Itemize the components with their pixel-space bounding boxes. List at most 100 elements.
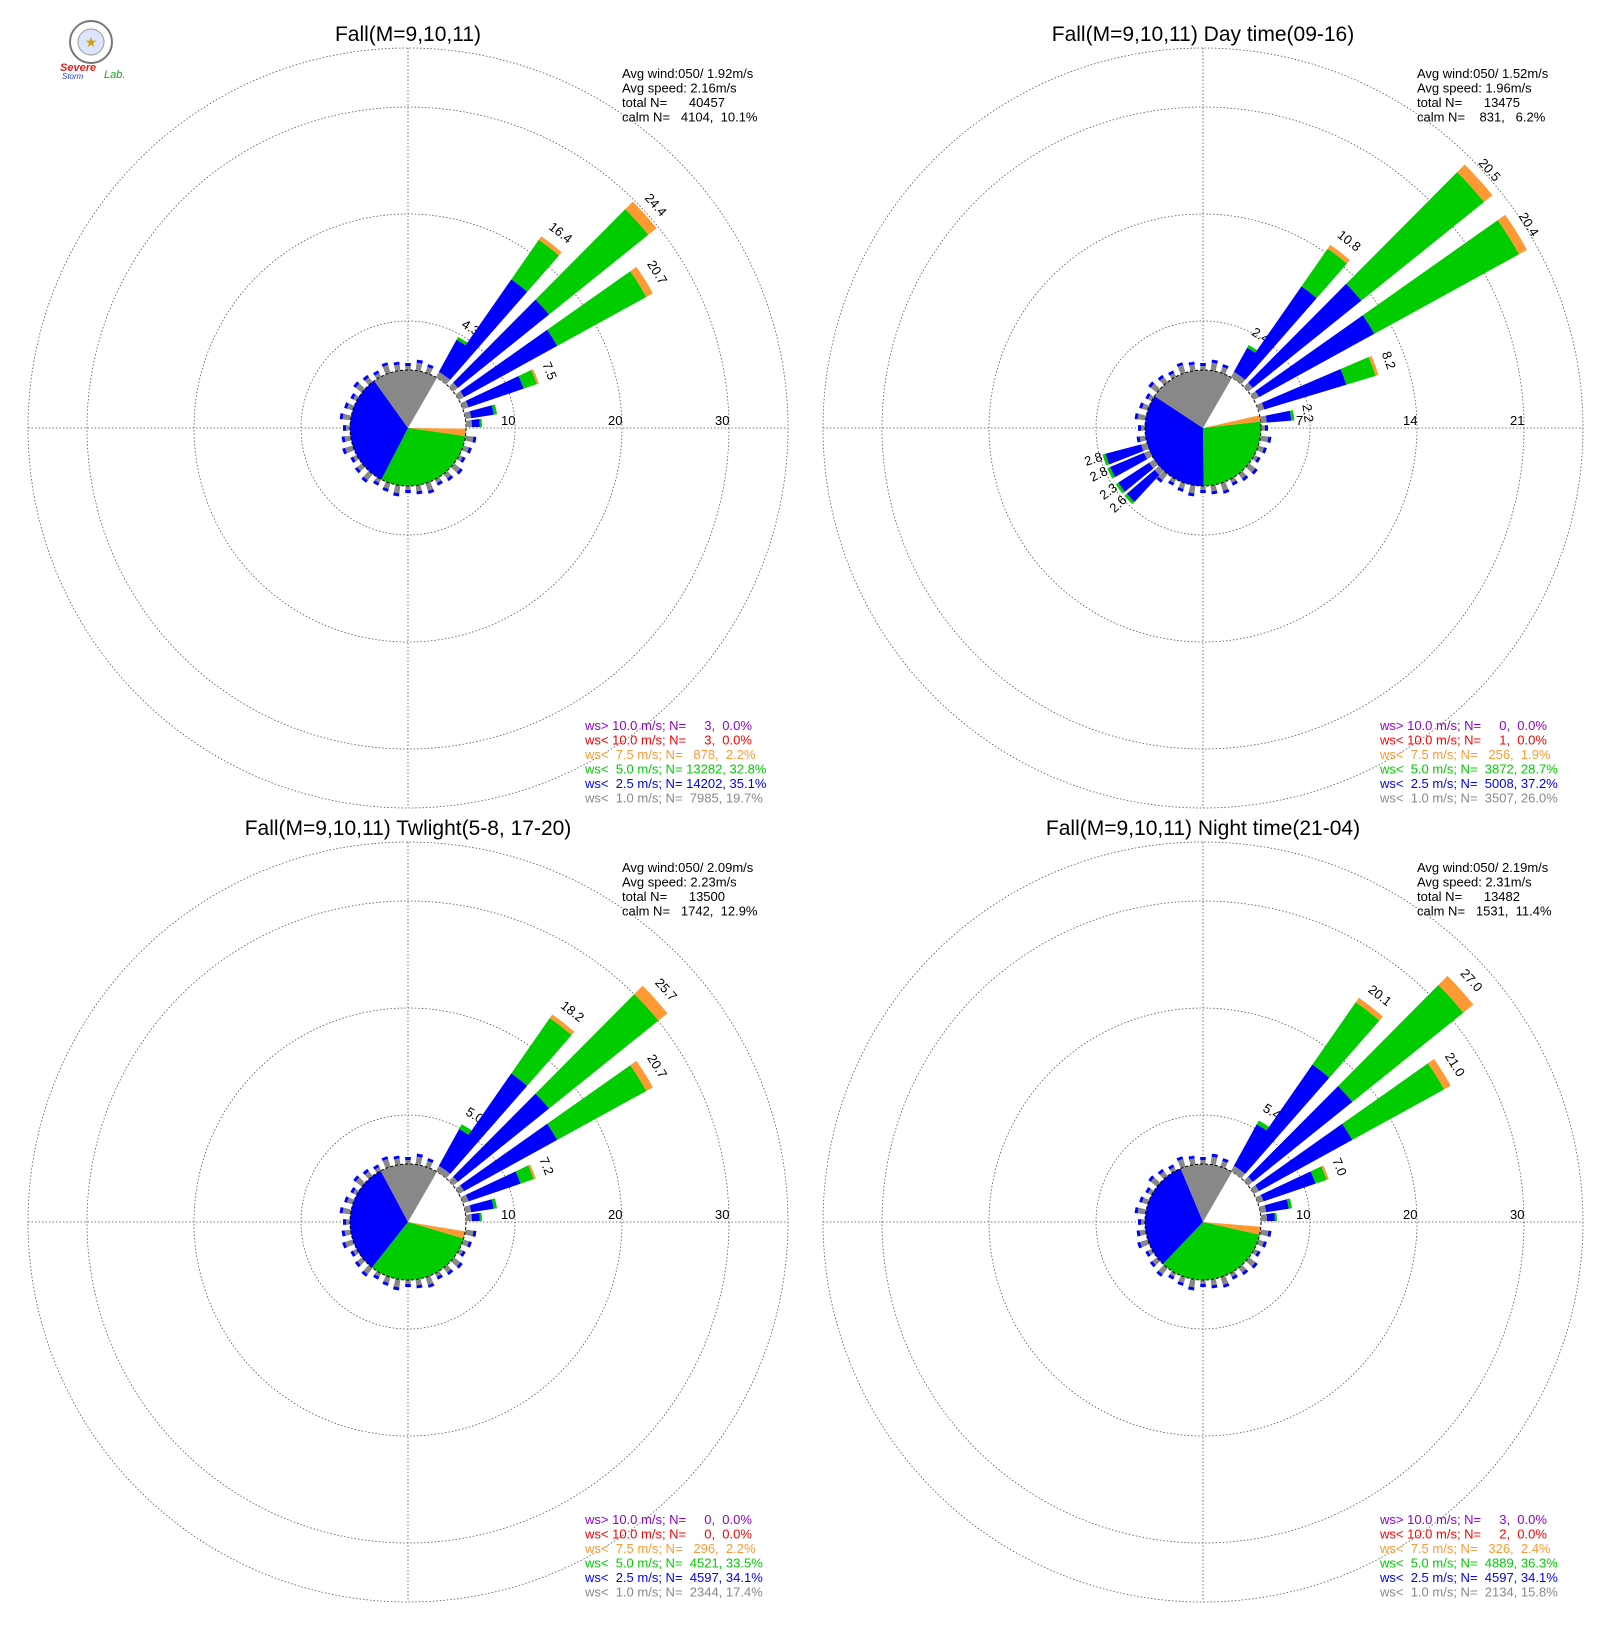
- light-wind-spoke-tip: [1200, 363, 1206, 367]
- light-wind-spoke: [363, 470, 373, 481]
- wind-rose-panel: Fall(M=9,10,11) Day time(09-16)7 14 212.41…: [822, 23, 1584, 809]
- petal-gray: [1255, 1194, 1264, 1204]
- logo-line-3: Lab.: [104, 69, 125, 81]
- petal-label: 20.4: [1516, 210, 1542, 239]
- light-wind-spoke-tip: [1188, 1155, 1195, 1160]
- petal-blue: [1248, 283, 1362, 388]
- legend-entry: ws< 10.0 m/s; N= 1, 0.0%: [1379, 733, 1547, 748]
- calm-pie-white: [408, 1171, 466, 1232]
- petal-blue: [1105, 444, 1144, 465]
- light-wind-spoke-tip: [1176, 1156, 1184, 1162]
- petal-green: [456, 336, 468, 346]
- light-wind-spoke-tip: [446, 1269, 454, 1276]
- light-wind-spoke-tip: [1188, 492, 1195, 497]
- petal-gray: [1236, 1169, 1246, 1179]
- petal-blue: [1255, 1123, 1353, 1192]
- ring-label: 10: [501, 1207, 515, 1222]
- petal-green: [459, 1124, 473, 1136]
- light-wind-spoke: [456, 1248, 463, 1256]
- calm-pie-green: [381, 428, 466, 486]
- panel-title: Fall(M=9,10,11) Day time(09-16): [1052, 23, 1354, 46]
- light-wind-spoke-tip: [1267, 436, 1272, 443]
- light-wind-spoke-tip: [456, 468, 463, 475]
- petal-blue: [1239, 1064, 1330, 1174]
- light-wind-spoke-tip: [1211, 1284, 1218, 1289]
- light-wind-spoke-tip: [1267, 1230, 1272, 1237]
- light-wind-spoke-tip: [436, 1274, 443, 1280]
- light-wind-spoke: [382, 365, 391, 375]
- calm-pie-green: [1162, 1222, 1260, 1280]
- ring-label: 30: [1510, 1207, 1524, 1222]
- petal-green: [479, 1212, 483, 1221]
- logo-line-1: Severe: [60, 62, 96, 74]
- light-wind-spoke-tip: [381, 362, 389, 368]
- petal-green: [1342, 1063, 1445, 1140]
- light-wind-spoke-tip: [339, 413, 344, 420]
- legend-entry: ws< 5.0 m/s; N= 4889, 36.3%: [1379, 1556, 1558, 1571]
- petal-green: [511, 1017, 572, 1086]
- light-wind-spoke: [1169, 1167, 1177, 1174]
- light-wind-spoke: [434, 1270, 442, 1277]
- stat-line: Avg speed: 2.31m/s: [1417, 875, 1532, 890]
- light-wind-spoke-tip: [472, 436, 477, 443]
- light-wind-spoke: [374, 373, 382, 380]
- petal-label: 24.4: [642, 190, 670, 219]
- petal-orange: [549, 1014, 575, 1036]
- light-wind-spoke: [383, 1275, 391, 1284]
- light-wind-spoke-tip: [350, 1187, 356, 1194]
- light-wind-spoke-tip: [1149, 1260, 1156, 1268]
- petal-blue: [1266, 1212, 1275, 1222]
- stat-line: Avg speed: 2.23m/s: [622, 875, 737, 890]
- light-wind-spoke-tip: [1134, 1207, 1139, 1214]
- light-wind-spoke: [1150, 383, 1161, 393]
- stat-line: total N= 13500: [622, 889, 725, 904]
- light-wind-spoke-tip: [393, 361, 400, 366]
- light-wind-spoke: [1256, 445, 1265, 453]
- light-wind-spoke-tip: [341, 436, 346, 443]
- light-wind-spoke-tip: [1156, 476, 1163, 483]
- light-wind-spoke: [456, 454, 463, 462]
- calm-pie-blue: [350, 380, 408, 480]
- light-wind-spoke: [345, 425, 351, 431]
- light-wind-spoke: [1245, 1257, 1256, 1267]
- light-wind-spoke-tip: [416, 359, 423, 364]
- light-wind-spoke-tip: [456, 1262, 463, 1269]
- light-wind-spoke-tip: [373, 370, 380, 376]
- petal-label: 16.4: [546, 219, 575, 246]
- legend-entry: ws< 5.0 m/s; N= 13282, 32.8%: [584, 762, 767, 777]
- calm-pie-gray: [374, 370, 437, 428]
- light-wind-spoke-tip: [353, 381, 360, 388]
- light-wind-spoke: [345, 445, 355, 454]
- calm-pie-orange: [408, 428, 466, 437]
- petal-blue: [465, 1171, 521, 1202]
- petal-gray: [1243, 382, 1253, 392]
- light-wind-spoke-tip: [373, 1274, 380, 1280]
- light-wind-spoke: [405, 485, 411, 490]
- stat-line: total N= 40457: [622, 95, 725, 110]
- light-wind-spoke-tip: [1211, 490, 1218, 495]
- light-wind-spoke: [1158, 1264, 1168, 1275]
- light-wind-spoke-tip: [1222, 364, 1229, 369]
- petal-gray: [455, 391, 465, 401]
- petal-green: [535, 994, 659, 1109]
- light-wind-spoke-tip: [382, 487, 389, 492]
- wind-rose-panel: Fall(M=9,10,11) Night time(21-04)10 20 305…: [822, 817, 1584, 1603]
- petal-label: 20.5: [1476, 155, 1504, 184]
- petal-blue: [471, 1212, 480, 1222]
- light-wind-spoke: [353, 1188, 360, 1196]
- light-wind-spoke: [1141, 1197, 1150, 1205]
- light-wind-spoke-tip: [1200, 1157, 1206, 1161]
- light-wind-spoke: [355, 1177, 366, 1187]
- petal-gray: [1256, 402, 1265, 412]
- petal-green: [1338, 984, 1464, 1102]
- legend-entry: ws< 2.5 m/s; N= 4597, 34.1%: [584, 1570, 763, 1585]
- light-wind-spoke-tip: [467, 447, 472, 454]
- legend-entry: ws> 10.0 m/s; N= 0, 0.0%: [584, 1512, 752, 1527]
- light-wind-spoke-tip: [416, 1284, 423, 1289]
- petal-gray: [1144, 450, 1153, 460]
- petal-orange: [630, 1060, 653, 1091]
- light-wind-spoke-tip: [1200, 1283, 1206, 1287]
- ring-label: 14: [1403, 413, 1417, 428]
- light-wind-spoke: [1188, 484, 1196, 494]
- petal-blue: [1265, 410, 1292, 423]
